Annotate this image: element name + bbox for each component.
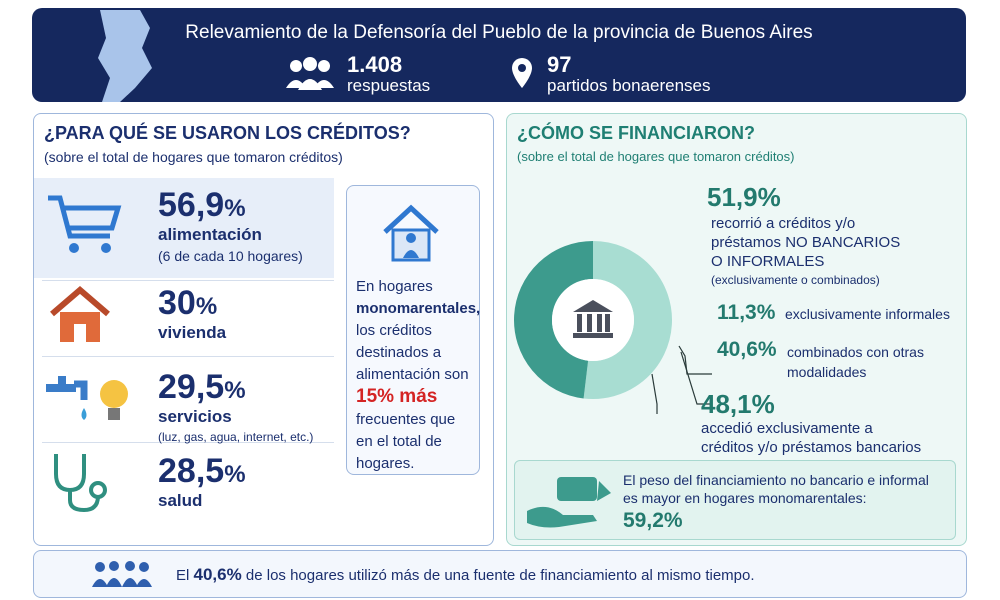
value-number: 29,5 bbox=[158, 368, 225, 406]
text: los créditos destinados a alimentación bbox=[356, 322, 442, 383]
value-unit: % bbox=[224, 195, 246, 222]
stat-label: respuestas bbox=[347, 76, 431, 95]
value-number: 30 bbox=[158, 284, 196, 322]
value-unit: % bbox=[224, 377, 246, 404]
text: de los hogares utilizó más de una fuente… bbox=[245, 567, 755, 584]
use-item: 30% vivienda bbox=[158, 284, 226, 343]
text: O INFORMALES bbox=[711, 253, 825, 270]
stethoscope-icon bbox=[54, 454, 107, 513]
panel-subtitle: (sobre el total de hogares que tomaron c… bbox=[44, 149, 343, 165]
text: préstamos NO BANCARIOS bbox=[711, 234, 901, 251]
value: 28,5% bbox=[158, 452, 246, 491]
highlight-text: El peso del financiamiento no bancario e… bbox=[623, 472, 929, 506]
divider bbox=[42, 356, 334, 357]
label: combinados con otras modalidades bbox=[787, 344, 924, 380]
icon-part bbox=[577, 314, 582, 332]
people-icon bbox=[286, 57, 334, 90]
divider bbox=[42, 280, 334, 281]
panel-subtitle: (sobre el total de hogares que tomaron c… bbox=[517, 149, 795, 164]
value: 30% bbox=[158, 284, 226, 323]
text: recorrió a créditos y/o bbox=[711, 215, 856, 232]
value: 51,9% bbox=[707, 182, 781, 213]
pin-icon bbox=[512, 58, 532, 88]
divider bbox=[42, 442, 334, 443]
stat-value: 97 bbox=[547, 52, 572, 77]
callout-box: En hogares monomarentales, los créditos … bbox=[346, 185, 480, 475]
callout-text: En hogares monomarentales, los créditos … bbox=[356, 276, 480, 475]
services-icon bbox=[46, 376, 128, 420]
note: (luz, gas, agua, internet, etc.) bbox=[158, 430, 314, 444]
value: 56,9% bbox=[158, 186, 303, 225]
label: vivienda bbox=[158, 323, 227, 342]
header: Relevamiento de la Defensoría del Pueblo… bbox=[32, 8, 966, 102]
description: accedió exclusivamente a créditos y/o pr… bbox=[701, 419, 921, 457]
stat-label: partidos bonaerenses bbox=[547, 76, 711, 95]
value: 51,9% bbox=[707, 182, 781, 212]
text: monomarentales, bbox=[356, 300, 481, 317]
bank-icon bbox=[573, 300, 613, 338]
text: son bbox=[444, 366, 469, 383]
icon-part bbox=[573, 333, 613, 338]
emphasis: 15% más bbox=[356, 386, 438, 407]
donut-segment bbox=[514, 241, 594, 399]
house-icon bbox=[50, 286, 110, 342]
cart-icon bbox=[48, 195, 122, 253]
value: 29,5% bbox=[158, 368, 313, 407]
value-number: 56,9 bbox=[158, 186, 225, 224]
icon-part bbox=[605, 314, 610, 332]
connector bbox=[680, 351, 712, 405]
highlight-box: El peso del financiamiento no bancario e… bbox=[514, 460, 956, 540]
use-item: 29,5% servicios (luz, gas, agua, internet,… bbox=[158, 368, 313, 444]
uses-panel: ¿PARA QUÉ SE USARON LOS CRÉDITOS? (sobre… bbox=[33, 113, 494, 546]
description: recorrió a créditos y/o préstamos NO BAN… bbox=[711, 214, 900, 290]
use-item: 56,9% alimentación (6 de cada 10 hogares) bbox=[158, 186, 303, 264]
label: servicios bbox=[158, 407, 232, 426]
value: 59,2% bbox=[623, 509, 683, 532]
donut-hole bbox=[552, 279, 634, 361]
value-number: 28,5 bbox=[158, 452, 225, 490]
map-icon bbox=[98, 10, 152, 102]
text: frecuentes que en el total de hogares. bbox=[356, 411, 456, 472]
value-unit: % bbox=[224, 461, 246, 488]
home-person-icon bbox=[383, 204, 439, 262]
footer-text: El 40,6% de los hogares utilizó más de u… bbox=[176, 565, 755, 585]
connector bbox=[651, 373, 658, 414]
text: créditos y/o préstamos bancarios bbox=[701, 439, 922, 456]
text: El bbox=[176, 567, 190, 584]
value: 40,6% bbox=[717, 338, 777, 361]
value: 48,1% bbox=[701, 389, 775, 419]
text: accedió exclusivamente a bbox=[701, 420, 873, 437]
icon-part bbox=[573, 300, 613, 312]
footer: El 40,6% de los hogares utilizó más de u… bbox=[33, 550, 967, 598]
financing-panel: ¿CÓMO SE FINANCIARON? (sobre el total de… bbox=[506, 113, 967, 546]
hands-icon bbox=[527, 477, 611, 528]
panel-title: ¿PARA QUÉ SE USARON LOS CRÉDITOS? bbox=[44, 123, 411, 143]
group-icon bbox=[92, 561, 152, 587]
icon-part bbox=[597, 314, 602, 332]
stat-value: 1.408 bbox=[347, 52, 403, 77]
label: exclusivamente informales bbox=[785, 306, 950, 322]
donut-segment bbox=[583, 241, 672, 399]
note: (6 de cada 10 hogares) bbox=[158, 248, 303, 264]
icon-part bbox=[587, 314, 592, 332]
label: salud bbox=[158, 491, 203, 510]
text: En hogares bbox=[356, 278, 433, 295]
panel-title: ¿CÓMO SE FINANCIARON? bbox=[517, 123, 755, 143]
header-title: Relevamiento de la Defensoría del Pueblo… bbox=[185, 22, 813, 43]
emphasis: 40,6% bbox=[193, 565, 242, 584]
value-unit: % bbox=[195, 293, 218, 320]
donut-chart bbox=[514, 241, 712, 414]
label: alimentación bbox=[158, 225, 262, 244]
use-item: 28,5% salud bbox=[158, 452, 246, 511]
value: 11,3% bbox=[717, 301, 776, 324]
connector bbox=[678, 345, 712, 375]
note: (exclusivamente o combinados) bbox=[711, 273, 880, 287]
